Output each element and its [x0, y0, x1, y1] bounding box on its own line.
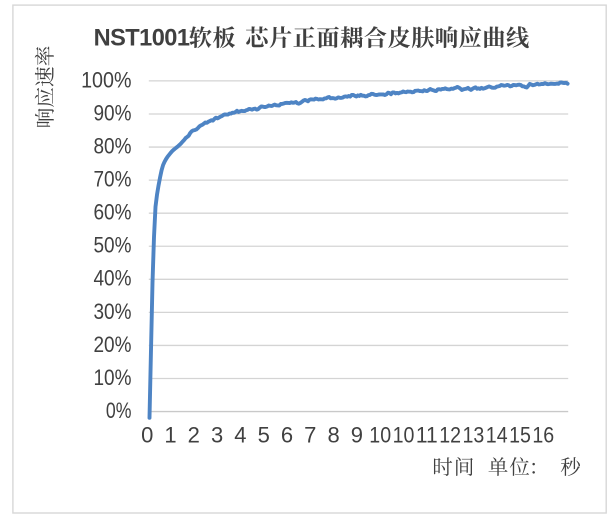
svg-text:10%: 10%	[94, 365, 132, 390]
svg-text:16: 16	[532, 423, 554, 448]
svg-text:6: 6	[281, 423, 293, 448]
svg-text:1: 1	[164, 423, 176, 448]
svg-text:10: 10	[393, 423, 415, 448]
svg-text:100%: 100%	[81, 67, 132, 92]
svg-text:3: 3	[211, 423, 223, 448]
svg-text:7: 7	[304, 423, 316, 448]
svg-text:40%: 40%	[94, 266, 132, 291]
svg-text:9: 9	[351, 423, 363, 448]
svg-text:50%: 50%	[94, 233, 132, 258]
svg-text:80%: 80%	[94, 133, 132, 158]
svg-text:10: 10	[369, 423, 391, 448]
svg-text:NST1001: NST1001	[94, 25, 190, 51]
svg-text:4: 4	[234, 423, 246, 448]
svg-text:12: 12	[439, 423, 461, 448]
svg-text:14: 14	[486, 423, 508, 448]
svg-text:0%: 0%	[106, 398, 132, 423]
svg-text:0: 0	[141, 423, 153, 448]
svg-text:15: 15	[509, 423, 531, 448]
svg-text:20%: 20%	[94, 332, 132, 357]
svg-text:13: 13	[463, 423, 485, 448]
svg-text:30%: 30%	[94, 299, 132, 324]
svg-text:5: 5	[258, 423, 270, 448]
svg-text:2: 2	[188, 423, 200, 448]
svg-text:60%: 60%	[94, 200, 132, 225]
svg-text:11: 11	[416, 423, 438, 448]
svg-text:70%: 70%	[94, 167, 132, 192]
svg-text:8: 8	[327, 423, 339, 448]
svg-text:90%: 90%	[94, 100, 132, 125]
